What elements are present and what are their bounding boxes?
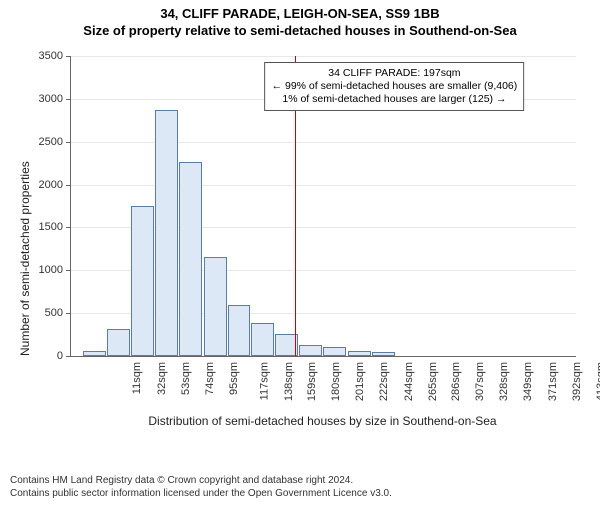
x-tick-label: 244sqm xyxy=(403,362,415,401)
x-tick-label: 201sqm xyxy=(354,362,366,401)
histogram-bar xyxy=(179,162,202,356)
x-tick-label: 392sqm xyxy=(571,362,583,401)
y-gridline xyxy=(71,142,576,143)
annotation-line: 1% of semi-detached houses are larger (1… xyxy=(272,93,518,106)
y-tick xyxy=(66,185,71,186)
y-tick xyxy=(66,56,71,57)
y-gridline xyxy=(71,56,576,57)
x-tick-label: 138sqm xyxy=(283,362,295,401)
y-gridline xyxy=(71,185,576,186)
annotation-box: 34 CLIFF PARADE: 197sqm← 99% of semi-det… xyxy=(265,62,525,111)
x-tick-label: 180sqm xyxy=(330,362,342,401)
y-tick-label: 3500 xyxy=(23,50,63,62)
footer-attribution: Contains HM Land Registry data © Crown c… xyxy=(10,474,392,500)
y-tick xyxy=(66,313,71,314)
x-tick-label: 413sqm xyxy=(595,362,600,401)
y-tick-label: 1500 xyxy=(23,221,63,233)
x-tick-label: 328sqm xyxy=(498,362,510,401)
histogram-chart: Number of semi-detached properties 05001… xyxy=(0,46,600,426)
y-tick xyxy=(66,227,71,228)
title-block: 34, CLIFF PARADE, LEIGH-ON-SEA, SS9 1BB … xyxy=(0,6,600,38)
histogram-bar xyxy=(204,257,227,356)
plot-area: 050010001500200025003000350034 CLIFF PAR… xyxy=(70,56,576,357)
y-gridline xyxy=(71,356,576,357)
y-tick-label: 500 xyxy=(23,307,63,319)
x-tick-label: 286sqm xyxy=(451,362,463,401)
footer-line2: Contains public sector information licen… xyxy=(10,487,392,500)
histogram-bar xyxy=(348,351,371,356)
x-tick-label: 32sqm xyxy=(156,362,168,395)
x-tick-label: 117sqm xyxy=(258,362,270,400)
x-tick-label: 222sqm xyxy=(378,362,390,401)
y-tick-label: 1000 xyxy=(23,264,63,276)
x-tick-label: 265sqm xyxy=(427,362,439,401)
y-tick-label: 2000 xyxy=(23,179,63,191)
y-tick xyxy=(66,356,71,357)
histogram-bar xyxy=(323,347,346,356)
histogram-bar xyxy=(83,351,106,356)
histogram-bar xyxy=(372,352,395,356)
x-tick-label: 53sqm xyxy=(180,362,192,395)
page-title-line1: 34, CLIFF PARADE, LEIGH-ON-SEA, SS9 1BB xyxy=(0,6,600,21)
x-tick-label: 307sqm xyxy=(474,362,486,401)
x-tick-label: 159sqm xyxy=(306,362,318,401)
x-tick-label: 371sqm xyxy=(547,362,559,401)
y-tick-label: 3000 xyxy=(23,93,63,105)
footer-line1: Contains HM Land Registry data © Crown c… xyxy=(10,474,392,487)
annotation-line: 34 CLIFF PARADE: 197sqm xyxy=(272,67,518,80)
histogram-bar xyxy=(107,329,130,356)
x-tick-label: 95sqm xyxy=(228,362,240,395)
histogram-bar xyxy=(228,305,251,356)
histogram-bar xyxy=(251,323,274,356)
y-tick-label: 2500 xyxy=(23,136,63,148)
y-tick xyxy=(66,99,71,100)
page-title-line2: Size of property relative to semi-detach… xyxy=(0,23,600,38)
annotation-line: ← 99% of semi-detached houses are smalle… xyxy=(272,80,518,93)
x-axis-title: Distribution of semi-detached houses by … xyxy=(70,414,575,428)
histogram-bar xyxy=(299,345,322,356)
histogram-bar xyxy=(131,206,154,356)
y-tick xyxy=(66,270,71,271)
y-tick-label: 0 xyxy=(23,350,63,362)
x-tick-label: 11sqm xyxy=(132,362,144,394)
x-tick-label: 349sqm xyxy=(522,362,534,401)
y-tick xyxy=(66,142,71,143)
histogram-bar xyxy=(155,110,178,356)
x-tick-label: 74sqm xyxy=(204,362,216,395)
